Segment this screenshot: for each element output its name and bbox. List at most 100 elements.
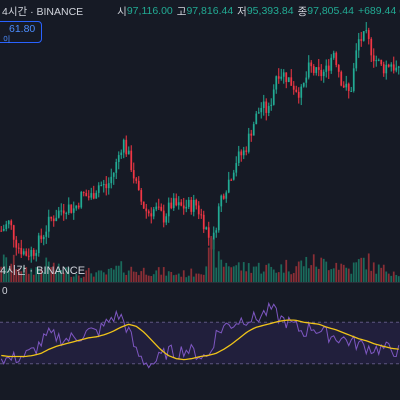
volume-bar [25,267,28,282]
candle-body [280,76,283,79]
volume-bar [15,269,18,282]
volume-bar [162,267,165,282]
candle-body [347,83,350,91]
volume-bar [237,262,240,282]
candle-body [277,76,280,79]
volume-bar [80,277,83,282]
candle-body [282,72,285,77]
candle-body [145,208,148,212]
candle-body [302,82,305,87]
candle-body [255,113,258,125]
volume-bar [225,262,228,282]
candle-body [37,235,40,254]
volume-bar [320,257,323,282]
volume-bar [270,266,273,282]
volume-bar [347,268,350,282]
volume-bar [295,266,298,282]
candle-body [77,205,80,208]
candle-body [205,227,208,230]
volume-bar [20,271,23,282]
volume-bar [305,256,308,282]
volume-bar [235,265,238,282]
volume-bar [380,267,383,282]
low-value: 95,393.84 [246,5,294,17]
volume-bar [100,270,103,282]
volume-bar [265,264,268,282]
candle-body [312,66,315,73]
candle-body [307,62,310,78]
candle-body [105,184,108,189]
volume-bar [72,276,75,282]
volume-bar [332,268,335,282]
volume-bar [35,267,38,282]
candle-body [5,224,8,229]
volume-bar [97,270,100,282]
volume-bar [255,266,258,282]
open-label: 시 [117,5,127,18]
volume-bar [365,269,368,282]
volume-bar [252,266,255,282]
volume-bar [355,262,358,282]
candle-body [10,220,13,226]
candle-body [197,205,200,215]
volume-bar [0,266,3,282]
volume-bar [132,271,135,282]
candle-body [320,69,323,77]
volume-bar [12,254,15,282]
candle-body [340,71,343,86]
candle-body [342,85,345,88]
candle-body [357,39,360,51]
candle-body [377,59,380,61]
candle-body [317,67,320,70]
candle-body [230,179,233,181]
volume-bar [215,267,218,282]
low-label: 저 [237,5,247,18]
volume-bar [10,263,13,282]
volume-bar [262,271,265,282]
volume-bar [175,274,178,282]
volume-bar [247,263,250,282]
volume-bar [17,268,20,282]
candle-body [165,216,168,223]
price-chart[interactable] [0,22,400,282]
candle-body [267,106,270,113]
volume-bar [187,275,190,282]
candle-body [22,251,25,255]
candle-body [332,52,335,58]
candle-body [360,39,363,41]
candle-body [322,71,325,77]
candle-body [362,31,365,41]
candle-body [227,179,230,193]
volume-bar [222,266,225,282]
volume-bar [290,274,293,282]
volume-bar [60,270,63,282]
volume-bar [325,261,328,282]
volume-bar [127,270,130,282]
price-tag[interactable]: 61.80 이 [0,21,42,44]
rsi-chart[interactable] [0,283,400,400]
volume-bar [120,261,123,282]
candle-body [52,218,55,222]
candle-body [345,83,348,88]
candle-body [305,77,308,83]
candle-body [252,124,255,136]
volume-bar [22,266,25,282]
volume-bar [285,259,288,282]
pane-divider[interactable] [0,282,400,283]
symbol-label[interactable]: 4시간 · BINANCE [2,5,84,18]
candle-body [57,210,60,218]
volume-bar [62,272,65,282]
volume-bar [130,266,133,282]
candle-body [157,206,160,208]
volume-bar [245,271,248,282]
candle-body [50,216,53,219]
volume-bar [45,257,48,282]
candle-body [137,180,140,191]
candle-body [240,151,243,156]
candle-body [297,91,300,98]
high-value: 97,816.44 [186,5,234,17]
candle-body [25,251,28,256]
volume-bar [292,272,295,282]
candle-body [30,249,33,257]
candle-body [67,204,70,213]
